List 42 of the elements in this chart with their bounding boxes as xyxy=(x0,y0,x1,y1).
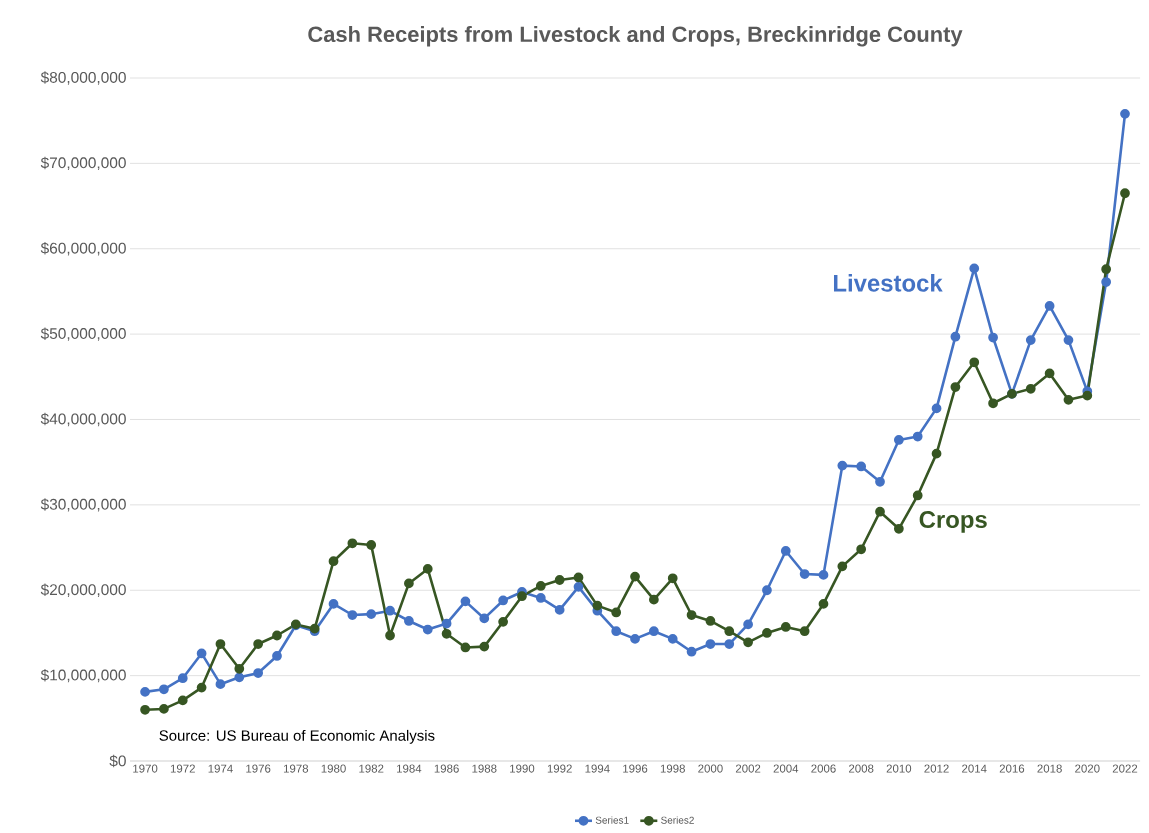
x-tick-label: 1982 xyxy=(359,764,384,773)
x-tick-label: 2014 xyxy=(962,764,987,773)
x-tick-label: 1976 xyxy=(246,764,271,773)
x-tick-label: 1992 xyxy=(547,764,572,773)
annotation: Source: US Bureau of Economic Analysis xyxy=(159,729,435,744)
chart-title: Cash Receipts from Livestock and Crops, Breckinridge County xyxy=(308,25,963,47)
x-tick-label: 2018 xyxy=(1037,764,1062,773)
y-tick-label: $40,000,000 xyxy=(40,412,126,427)
x-tick-label: 2008 xyxy=(849,764,874,773)
y-tick-label: $10,000,000 xyxy=(40,668,126,683)
x-tick-label: 1972 xyxy=(170,764,195,773)
x-tick-label: 2020 xyxy=(1075,764,1100,773)
x-tick-label: 1990 xyxy=(510,764,535,773)
legend-label: Series2 xyxy=(661,816,694,824)
x-tick-label: 1978 xyxy=(283,764,309,773)
x-tick-label: 2010 xyxy=(886,764,912,773)
y-tick-label: $30,000,000 xyxy=(40,498,126,512)
x-tick-label: 1996 xyxy=(623,764,648,773)
y-tick-label: $0 xyxy=(109,754,126,768)
annotation: Crops xyxy=(919,511,987,533)
x-tick-label: 1986 xyxy=(434,764,459,773)
y-tick-label: $80,000,000 xyxy=(40,71,126,85)
x-tick-label: 2006 xyxy=(811,764,836,773)
x-tick-label: 1988 xyxy=(472,764,497,773)
x-tick-label: 2002 xyxy=(735,764,761,773)
x-tick-label: 1994 xyxy=(585,764,610,773)
x-tick-label: 1980 xyxy=(321,764,346,773)
x-tick-label: 1974 xyxy=(208,764,233,773)
x-tick-label: 2004 xyxy=(773,764,799,773)
y-tick-label: $50,000,000 xyxy=(40,327,126,341)
x-tick-label: 1998 xyxy=(660,764,685,773)
x-tick-label: 1984 xyxy=(397,764,422,773)
x-tick-label: 1970 xyxy=(133,764,158,773)
x-tick-label: 2000 xyxy=(698,764,723,773)
y-tick-label: $60,000,000 xyxy=(40,242,126,256)
legend-label: Series1 xyxy=(595,816,629,824)
x-tick-label: 2022 xyxy=(1112,764,1138,773)
x-tick-label: 2016 xyxy=(999,764,1025,773)
x-tick-label: 2012 xyxy=(924,764,949,773)
y-tick-label: $20,000,000 xyxy=(40,583,126,597)
annotation: Livestock xyxy=(833,274,943,292)
y-tick-label: $70,000,000 xyxy=(40,156,126,171)
